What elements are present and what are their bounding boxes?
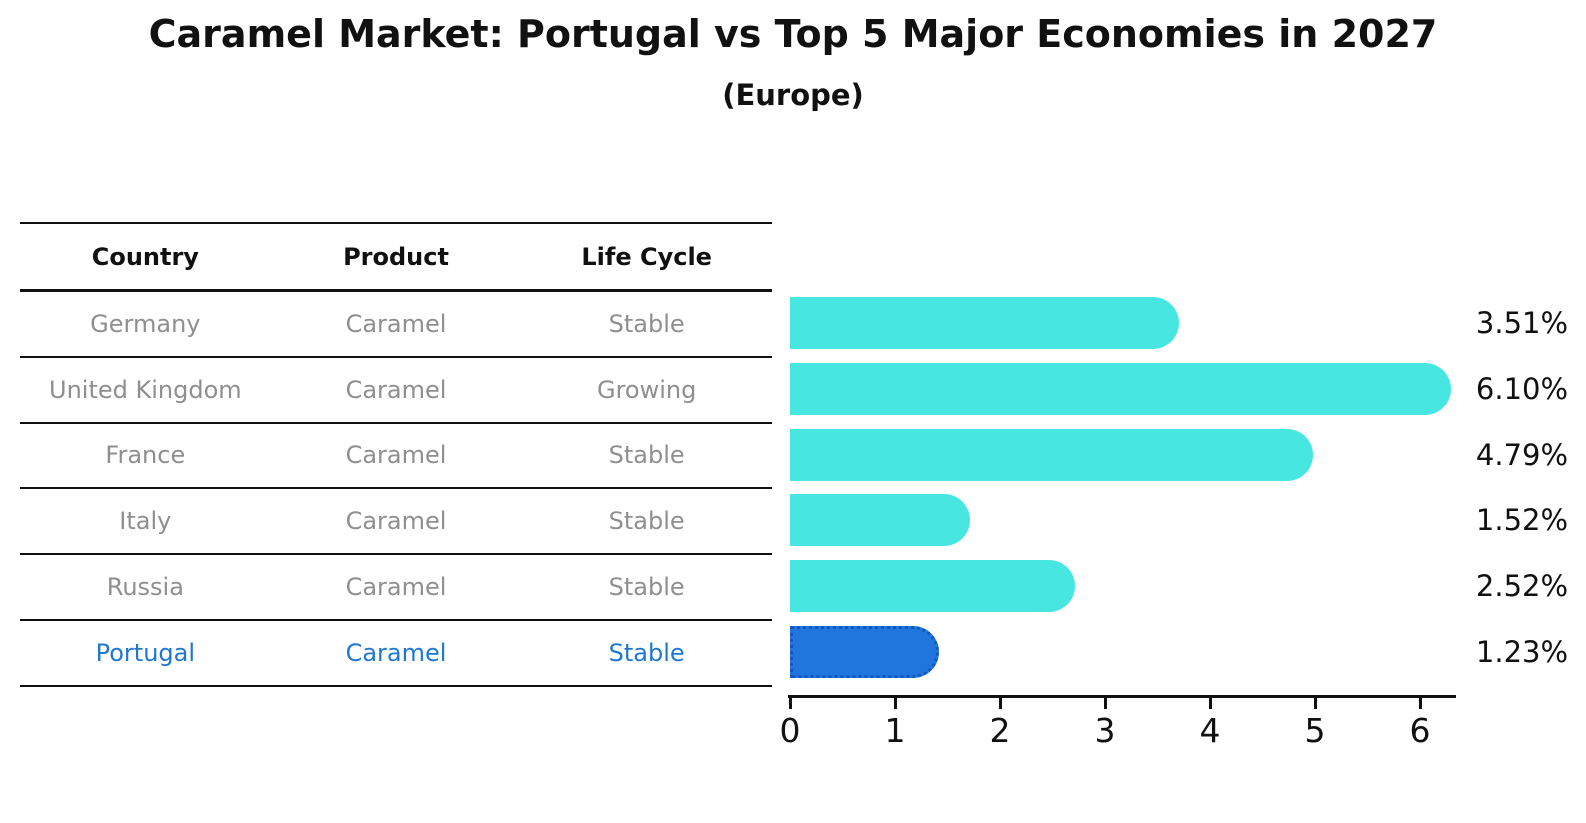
x-axis-tick-label: 1 bbox=[884, 711, 906, 750]
table-cell: Caramel bbox=[345, 507, 447, 536]
bar-row bbox=[790, 553, 1480, 619]
bar-france bbox=[790, 428, 1313, 481]
x-axis-tick-label: 3 bbox=[1094, 711, 1116, 750]
value-labels: 3.51% 6.10% 4.79% 1.52% 2.52% 1.23% bbox=[1466, 290, 1578, 685]
bar-germany bbox=[790, 296, 1179, 349]
bar-value-label-united-kingdom: 6.10% bbox=[1475, 371, 1569, 406]
x-axis-tick bbox=[893, 698, 897, 709]
table-cell: Stable bbox=[608, 309, 685, 338]
table-cell: United Kingdom bbox=[49, 375, 242, 404]
x-axis-tick bbox=[1418, 698, 1422, 709]
table-cell: Stable bbox=[608, 507, 685, 536]
x-axis-tick bbox=[998, 698, 1002, 709]
bar-row bbox=[790, 290, 1480, 356]
table-header-product: Product bbox=[343, 242, 449, 271]
bar-value-label-france: 4.79% bbox=[1475, 437, 1569, 472]
bar-row bbox=[790, 422, 1480, 488]
bar-russia bbox=[790, 560, 1075, 613]
bar-row bbox=[790, 356, 1480, 422]
table-cell: Stable bbox=[608, 638, 685, 667]
country-table: Country Product Life Cycle Germany Carame… bbox=[20, 222, 772, 687]
bar-row bbox=[790, 619, 1480, 685]
table-cell: Caramel bbox=[345, 309, 447, 338]
table-cell: Caramel bbox=[345, 638, 447, 667]
x-axis-tick bbox=[1313, 698, 1317, 709]
chart-subtitle: (Europe) bbox=[722, 78, 864, 112]
table-row-russia: Russia Caramel Stable bbox=[20, 555, 772, 621]
table-cell: Portugal bbox=[95, 638, 196, 667]
table-cell: Caramel bbox=[345, 375, 447, 404]
table-cell: Germany bbox=[90, 309, 201, 338]
table-row-france: France Caramel Stable bbox=[20, 424, 772, 490]
bar-value-label-portugal: 1.23% bbox=[1475, 635, 1569, 670]
x-axis-tick-label: 0 bbox=[779, 711, 801, 750]
table-cell: Growing bbox=[596, 375, 697, 404]
bar-row bbox=[790, 487, 1480, 553]
table-cell: France bbox=[105, 441, 186, 470]
table-header-country: Country bbox=[91, 242, 199, 271]
bar-portugal bbox=[790, 626, 940, 679]
x-axis-tick-label: 6 bbox=[1409, 711, 1431, 750]
table-row-germany: Germany Caramel Stable bbox=[20, 292, 772, 358]
table-cell: Stable bbox=[608, 441, 685, 470]
table-header-row: Country Product Life Cycle bbox=[20, 224, 772, 292]
x-axis-tick-label: 4 bbox=[1199, 711, 1221, 750]
x-axis-tick bbox=[788, 698, 792, 709]
x-axis: 0 1 2 3 4 5 6 bbox=[780, 695, 1463, 765]
table-body: Germany Caramel Stable United Kingdom Carame… bbox=[20, 292, 772, 687]
bar-united-kingdom bbox=[790, 362, 1451, 415]
bar-value-label-russia: 2.52% bbox=[1475, 569, 1569, 604]
table-cell: Russia bbox=[106, 573, 184, 602]
table-cell: Stable bbox=[608, 573, 685, 602]
table-cell: Caramel bbox=[345, 573, 447, 602]
x-axis-tick-label: 2 bbox=[989, 711, 1011, 750]
bar-plot-area bbox=[790, 290, 1480, 685]
bar-value-label-italy: 1.52% bbox=[1475, 503, 1569, 538]
x-axis-line bbox=[788, 695, 1456, 698]
table-row-portugal: Portugal Caramel Stable bbox=[20, 621, 772, 687]
table-row-united-kingdom: United Kingdom Caramel Growing bbox=[20, 358, 772, 424]
table-row-italy: Italy Caramel Stable bbox=[20, 489, 772, 556]
x-axis-tick bbox=[1208, 698, 1212, 709]
bar-value-label-germany: 3.51% bbox=[1475, 305, 1569, 340]
bar-italy bbox=[790, 494, 970, 547]
table-header-lifecycle: Life Cycle bbox=[581, 242, 712, 271]
x-axis-tick-label: 5 bbox=[1304, 711, 1326, 750]
table-cell: Caramel bbox=[345, 441, 447, 470]
chart-title: Caramel Market: Portugal vs Top 5 Major … bbox=[148, 12, 1438, 56]
table-cell: Italy bbox=[119, 507, 172, 536]
x-axis-tick bbox=[1103, 698, 1107, 709]
